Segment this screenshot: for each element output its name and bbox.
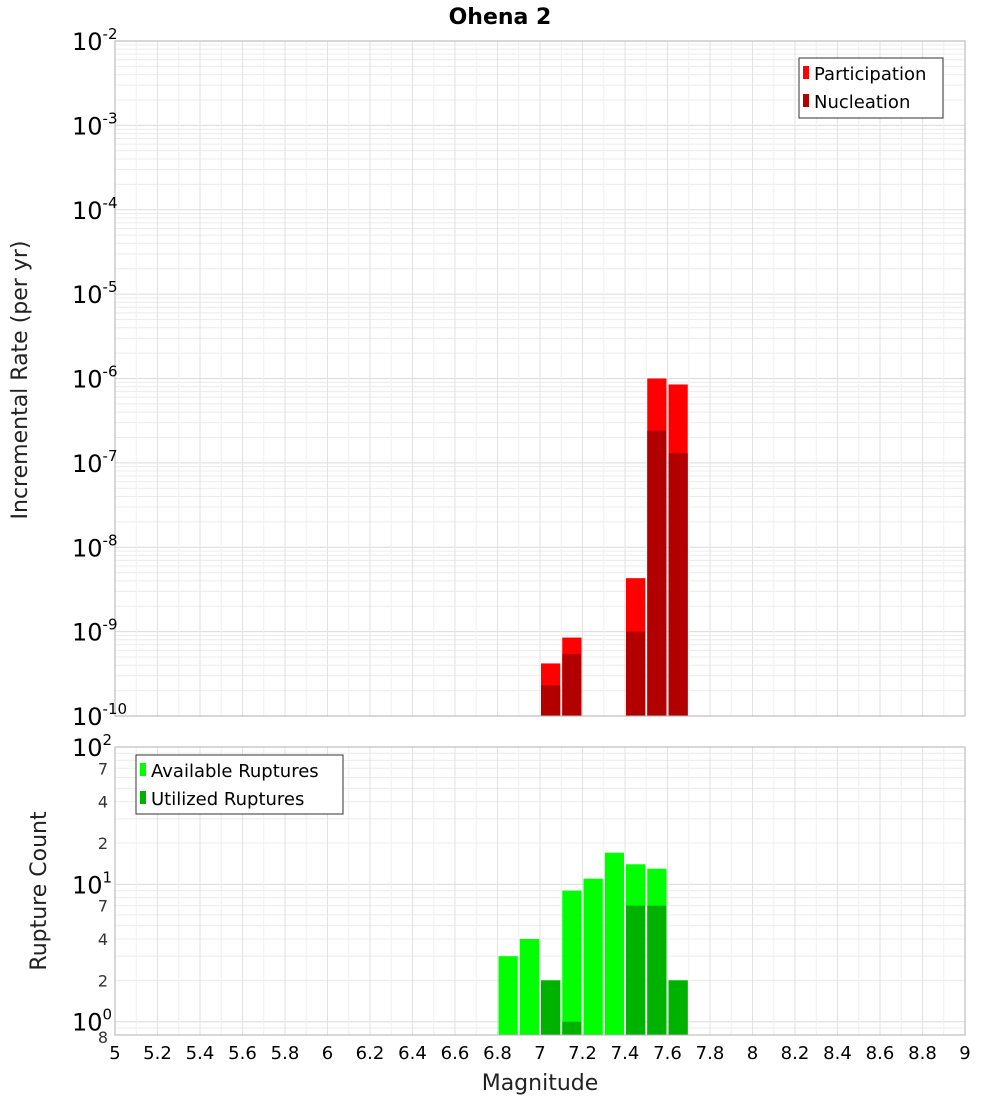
count-y-tick-label: 100 xyxy=(72,1006,112,1037)
rate-bar xyxy=(562,654,582,716)
rate-y-tick-label: 10-3 xyxy=(72,109,118,140)
count-y-minor-tick-label: 4 xyxy=(98,930,108,949)
count-legend-box xyxy=(135,754,344,815)
x-tick-label: 8.6 xyxy=(866,1043,895,1064)
count-bar xyxy=(583,878,603,1035)
x-tick-label: 5.4 xyxy=(186,1043,215,1064)
rate-series-nucleation xyxy=(541,430,688,716)
rate-legend-swatch xyxy=(803,94,809,107)
x-tick-label: 8.2 xyxy=(781,1043,810,1064)
rate-y-tick-label: 10-7 xyxy=(72,447,118,478)
rate-bar xyxy=(626,631,646,716)
count-legend-swatch xyxy=(140,791,146,804)
count-bar xyxy=(498,956,518,1035)
count-bar xyxy=(647,905,667,1035)
count-y-minor-tick-label: 2 xyxy=(98,971,108,990)
count-y-minor-tick-label: 2 xyxy=(98,834,108,853)
rate-bar xyxy=(647,430,667,716)
chart-title: Ohena 2 xyxy=(449,5,552,30)
x-tick-label: 7 xyxy=(534,1043,545,1064)
x-tick-label: 6.2 xyxy=(356,1043,385,1064)
count-y-minor-tick-label: 7 xyxy=(98,759,108,778)
x-tick-label: 7.8 xyxy=(696,1043,725,1064)
x-tick-label: 6 xyxy=(322,1043,333,1064)
bottom-y-axis-title: Rupture Count xyxy=(27,811,52,971)
x-axis-title: Magnitude xyxy=(482,1071,599,1096)
rate-grid xyxy=(114,41,966,717)
rate-y-tick-label: 10-5 xyxy=(72,278,118,309)
count-bar xyxy=(519,939,539,1035)
x-tick-label: 7.6 xyxy=(653,1043,682,1064)
rate-legend-swatch xyxy=(803,66,809,79)
top-y-axis-title: Incremental Rate (per yr) xyxy=(8,241,33,520)
x-tick-label: 7.2 xyxy=(568,1043,597,1064)
count-bar xyxy=(562,1021,582,1035)
x-tick-label: 7.4 xyxy=(611,1043,640,1064)
count-y-minor-tick-label: 4 xyxy=(98,793,108,812)
x-tick-label: 6.6 xyxy=(441,1043,470,1064)
rate-bar xyxy=(541,685,561,716)
count-bar xyxy=(562,890,582,1035)
x-tick-label: 5 xyxy=(109,1043,120,1064)
x-tick-label: 8.4 xyxy=(823,1043,852,1064)
count-bar xyxy=(668,980,688,1035)
rate-y-tick-label: 10-9 xyxy=(72,616,118,647)
rate-legend: Participation Nucleation xyxy=(798,57,944,119)
x-tick-label: 5.8 xyxy=(271,1043,300,1064)
rate-y-tick-label: 10-4 xyxy=(72,194,118,225)
rate-legend-box xyxy=(798,57,944,119)
x-tick-label: 6.8 xyxy=(483,1043,512,1064)
count-legend-swatch xyxy=(140,763,146,776)
rate-bar xyxy=(668,453,688,716)
x-tick-label: 8 xyxy=(747,1043,758,1064)
count-y-bottom-tick-label: 8 xyxy=(98,1028,108,1047)
rate-y-tick-label: 10-2 xyxy=(72,25,118,56)
rate-y-tick-label: 10-10 xyxy=(72,700,127,731)
count-legend: Available Ruptures Utilized Ruptures xyxy=(135,754,344,815)
rate-y-tick-label: 10-8 xyxy=(72,531,118,562)
count-y-minor-tick-label: 7 xyxy=(98,897,108,916)
rate-plot-border xyxy=(114,40,966,717)
x-tick-label: 5.2 xyxy=(143,1043,172,1064)
count-legend-label: Utilized Ruptures xyxy=(151,789,304,810)
count-y-tick-label: 102 xyxy=(72,731,112,762)
count-bar xyxy=(626,905,646,1035)
count-plot-border xyxy=(114,746,966,1036)
x-tick-label: 6.4 xyxy=(398,1043,427,1064)
count-y-tick-label: 101 xyxy=(72,868,112,899)
x-tick-label: 9 xyxy=(959,1043,970,1064)
rate-legend-label: Nucleation xyxy=(814,92,910,113)
rate-y-tick-label: 10-6 xyxy=(72,363,118,394)
x-tick-label: 8.8 xyxy=(908,1043,937,1064)
x-tick-label: 5.6 xyxy=(228,1043,257,1064)
count-series-utilized xyxy=(541,905,688,1035)
rate-plot: 10-2 10-3 10-4 10-5 10-6 10-7 10-8 10-9 10-10 Par… xyxy=(72,25,966,731)
count-bar xyxy=(541,980,561,1035)
count-legend-label: Available Ruptures xyxy=(151,761,319,782)
count-bar xyxy=(604,852,624,1035)
rate-legend-label: Participation xyxy=(814,64,926,85)
